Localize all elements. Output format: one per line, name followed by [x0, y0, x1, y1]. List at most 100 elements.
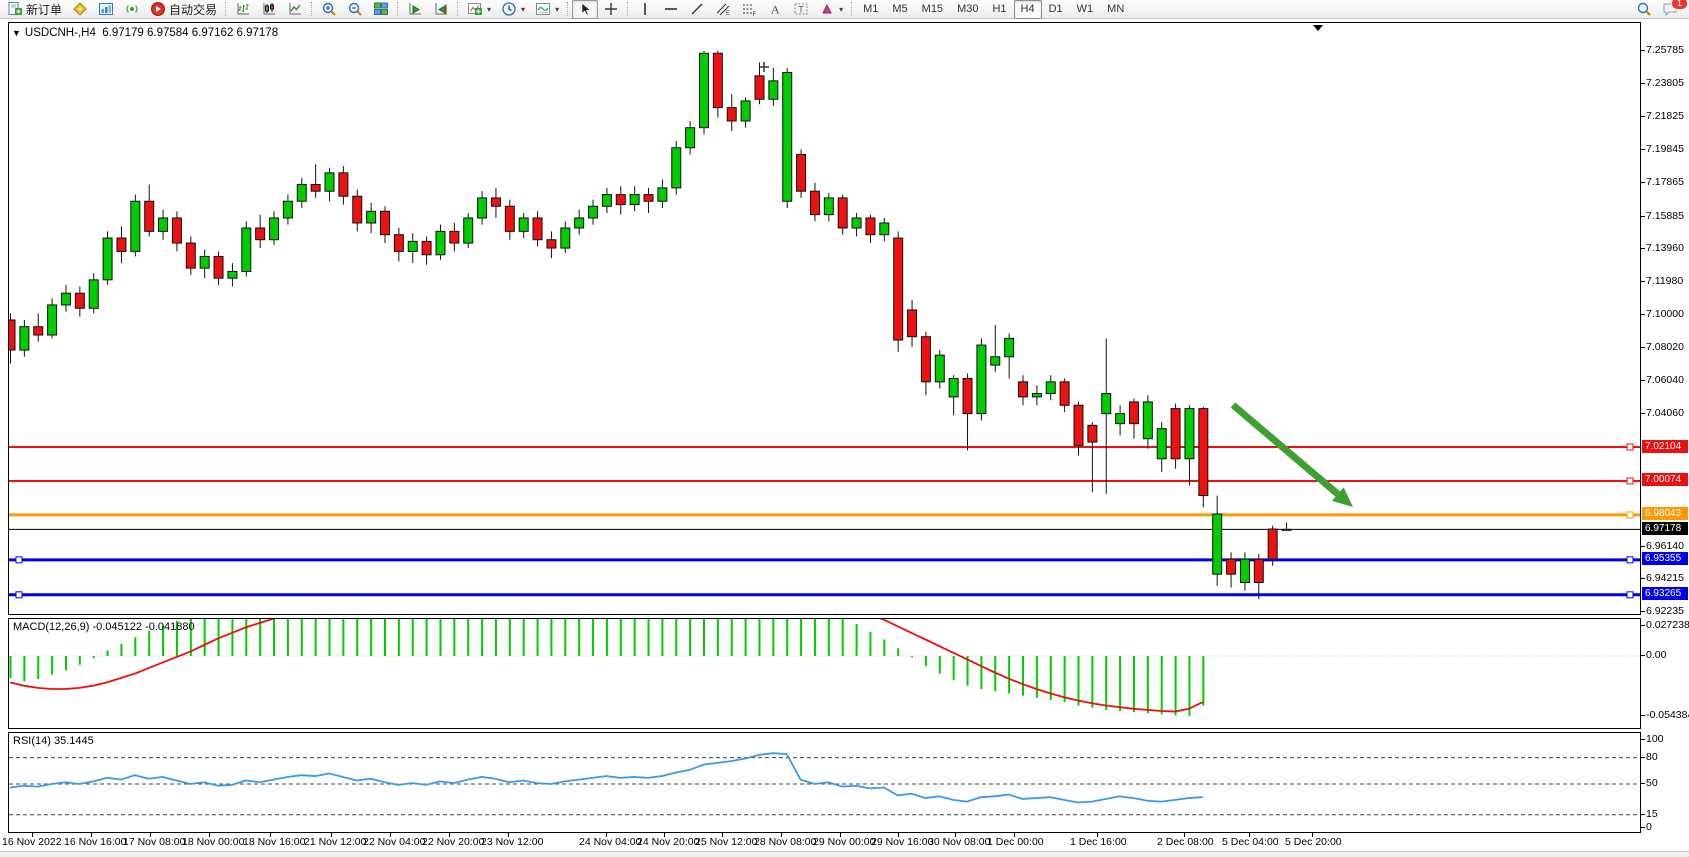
chart-shift-marker[interactable]	[1313, 25, 1323, 31]
candle	[1198, 408, 1209, 497]
new-order-button[interactable]: 新订单	[2, 0, 67, 19]
candle	[588, 205, 599, 219]
timeframe-button-m1[interactable]: M1	[863, 2, 879, 15]
macd-pane[interactable]: MACD(12,26,9) -0.045122 -0.041880	[8, 618, 1641, 729]
price-tick-label: 7.19845	[1646, 143, 1684, 156]
timeframe-button-m5[interactable]: M5	[892, 2, 908, 15]
chevron-down-icon: ▾	[521, 4, 526, 14]
crosshair-button[interactable]	[598, 0, 624, 19]
timeframe-button-m30[interactable]: M30	[957, 2, 979, 15]
price-tick-label: 7.23805	[1646, 77, 1684, 90]
time-tick	[1312, 833, 1313, 837]
market-watch-icon	[73, 2, 87, 16]
candle	[518, 217, 529, 232]
timeframe-button-w1[interactable]: W1	[1076, 2, 1094, 15]
candle	[948, 378, 959, 398]
indicators-button[interactable]: ▾	[462, 0, 496, 19]
chart-shift-button[interactable]	[428, 0, 454, 19]
auto-scroll-button[interactable]	[402, 0, 428, 19]
price-tick-label: 6.92235	[1646, 605, 1684, 618]
vertical-line-icon	[644, 3, 646, 15]
signals-button[interactable]	[119, 0, 145, 19]
chart-window-button[interactable]	[93, 0, 119, 19]
time-label: 16 Nov 16:00	[64, 836, 127, 848]
templates-icon	[536, 3, 551, 15]
timeframe-button-d1[interactable]: D1	[1048, 2, 1063, 15]
candle	[504, 205, 515, 232]
timeframe-button-mn[interactable]: MN	[1107, 2, 1125, 15]
zoom-out-button[interactable]	[342, 0, 368, 19]
candle	[643, 194, 654, 202]
candle	[1115, 413, 1126, 425]
price-tick-label: 7.10000	[1646, 307, 1684, 320]
fibonacci-button[interactable]: F	[736, 0, 762, 19]
timeframe-button-m15[interactable]: M15	[921, 2, 944, 15]
arrows-button[interactable]: ▾	[814, 0, 848, 19]
cursor-button[interactable]	[572, 0, 599, 19]
hline-handle[interactable]	[15, 591, 23, 599]
periods-clock-icon	[502, 2, 516, 16]
candle	[213, 255, 224, 279]
hline-handle[interactable]	[1626, 556, 1634, 564]
candle	[269, 217, 280, 241]
candle	[1087, 424, 1098, 443]
time-label: 25 Nov 12:00	[695, 836, 758, 848]
templates-button[interactable]: ▾	[530, 0, 564, 19]
candle	[1184, 408, 1195, 460]
price-tick-label: 7.04060	[1646, 407, 1684, 420]
hline-handle[interactable]	[1626, 591, 1634, 599]
candle	[615, 194, 626, 206]
price-tick	[1641, 215, 1645, 217]
tile-windows-button[interactable]	[368, 0, 394, 19]
periods-button[interactable]: ▾	[496, 0, 530, 19]
candle	[1212, 513, 1223, 575]
candle	[1101, 393, 1112, 415]
hline-handle[interactable]	[1626, 511, 1634, 519]
timeframe-button-h1[interactable]: H1	[992, 2, 1007, 15]
time-tick	[840, 833, 841, 837]
candle	[227, 270, 238, 279]
candles-chart-button[interactable]	[256, 0, 282, 19]
rsi-axis-tick	[1641, 827, 1645, 828]
hline-handle[interactable]	[1626, 477, 1634, 485]
notifications-button[interactable]: 1	[1657, 0, 1688, 19]
candle	[9, 319, 16, 351]
candle	[629, 194, 640, 206]
market-watch-button[interactable]	[67, 0, 93, 19]
time-label: 24 Nov 04:00	[579, 836, 642, 848]
price-tick-label: 7.17865	[1646, 176, 1684, 189]
candle	[1045, 381, 1056, 395]
fibonacci-icon: F	[743, 4, 757, 17]
price-tick	[1641, 83, 1645, 85]
auto-trading-button[interactable]: 自动交易	[145, 0, 222, 19]
chart-collapse-icon[interactable]: ▼	[12, 28, 21, 38]
candle	[282, 200, 293, 219]
text-button[interactable]: A	[762, 0, 788, 19]
candle	[116, 237, 127, 252]
candle	[366, 210, 377, 224]
candle	[158, 217, 169, 232]
zoom-in-button[interactable]	[316, 0, 342, 19]
price-pane[interactable]	[8, 22, 1641, 615]
line-chart-button[interactable]	[282, 0, 308, 19]
rsi-pane[interactable]: RSI(14) 35.1445	[8, 732, 1641, 833]
time-tick	[1014, 833, 1015, 837]
price-tick	[1641, 50, 1645, 51]
vertical-line-button[interactable]	[632, 0, 658, 19]
channel-button[interactable]: E	[710, 0, 736, 19]
horizontal-line-button[interactable]	[658, 0, 684, 19]
hline-handle[interactable]	[15, 556, 23, 564]
candle	[976, 344, 987, 415]
price-tick	[1641, 347, 1645, 349]
search-button[interactable]	[1631, 0, 1657, 19]
text-label-button[interactable]: T	[788, 0, 814, 19]
hline-handle[interactable]	[1626, 443, 1634, 451]
auto-trading-icon	[151, 2, 166, 16]
trendline-button[interactable]	[684, 0, 710, 19]
bars-chart-button[interactable]	[230, 0, 256, 19]
timeframe-button-h4[interactable]: H4	[1013, 0, 1042, 19]
candle	[754, 75, 765, 100]
candle	[1281, 528, 1292, 531]
candle	[546, 239, 557, 249]
trend-arrow-annotation[interactable]	[1230, 402, 1341, 497]
